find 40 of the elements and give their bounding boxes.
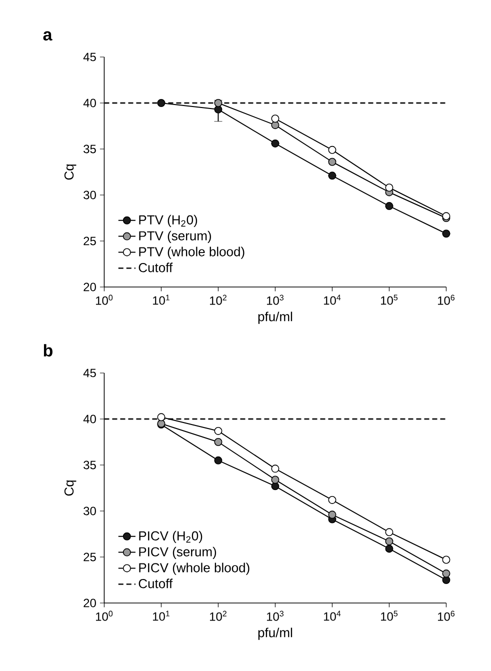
legend-label: PICV (H$_{2}$0) — [139, 530, 202, 544]
x-axis-title: pfu/ml — [258, 312, 292, 324]
x-tick-label: 10$^{3}$ — [266, 294, 284, 305]
x-tick-label: 10$^{3}$ — [266, 610, 284, 621]
legend-label: PTV (serum) — [139, 230, 211, 243]
x-tick-label: 10$^{1}$ — [152, 610, 170, 621]
y-axis-title: Cq — [64, 164, 76, 180]
y-tick-label: 25 — [84, 236, 96, 246]
legend-label: Cutoff — [138, 262, 173, 272]
y-tick-label: 40 — [83, 414, 96, 424]
x-tick-label: 10$^{5}$ — [380, 610, 398, 621]
y-tick-label: 35 — [83, 144, 96, 154]
x-tick-label: 10$^{1}$ — [152, 294, 170, 305]
x-tick-label: 10$^{2}$ — [210, 294, 226, 305]
x-tick-label: 10$^{4}$ — [324, 294, 341, 305]
y-tick-label: 30 — [83, 506, 96, 516]
y-tick-label: 25 — [84, 552, 96, 562]
legend-label: Cutoff — [138, 578, 173, 588]
chart-title: b — [44, 344, 52, 357]
x-tick-label: 10$^{6}$ — [438, 294, 454, 305]
chart-title: a — [43, 31, 52, 41]
x-tick-label: 10$^{4}$ — [324, 610, 341, 621]
x-tick-label: 10$^{0}$ — [96, 610, 112, 621]
y-tick-label: 20 — [84, 598, 96, 608]
y-tick-label: 35 — [83, 460, 96, 470]
y-tick-label: 20 — [84, 282, 96, 292]
y-tick-label: 40 — [83, 98, 96, 108]
y-tick-label: 45 — [83, 52, 96, 62]
y-tick-label: 30 — [83, 190, 96, 200]
legend-label: PTV (H$_{2}$0) — [139, 214, 197, 228]
y-axis-title: Cq — [64, 480, 76, 496]
x-tick-label: 10$^{0}$ — [96, 294, 112, 305]
y-tick-label: 45 — [83, 368, 96, 378]
legend-label: PICV (serum) — [139, 546, 216, 559]
x-axis-title: pfu/ml — [258, 628, 292, 640]
legend-label: PTV (whole blood) — [139, 246, 244, 259]
x-tick-label: 10$^{5}$ — [380, 294, 398, 305]
x-tick-label: 10$^{2}$ — [210, 610, 226, 621]
legend-label: PICV (whole blood) — [139, 562, 250, 575]
x-tick-label: 10$^{6}$ — [438, 610, 454, 621]
